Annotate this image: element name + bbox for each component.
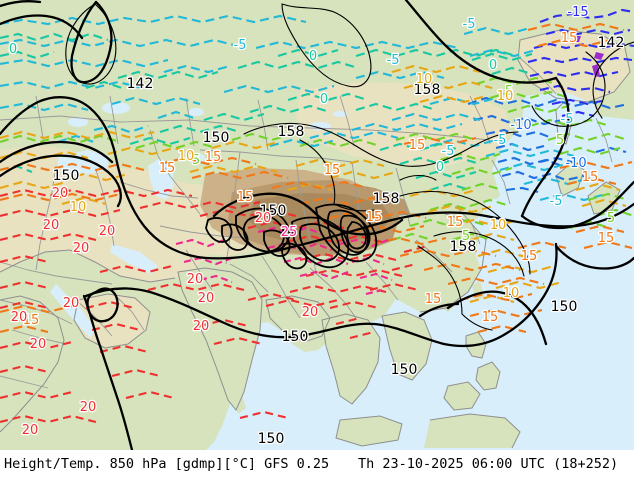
temp-label-20-c: 20 <box>11 310 28 325</box>
height-label-150-bengal: 150 <box>282 329 309 345</box>
temp-label-10-e: 10 <box>490 218 507 233</box>
temp-label-15-b: 15 <box>409 138 426 153</box>
temp-label-20-d: 20 <box>22 423 39 438</box>
height-contour-158-tibet <box>212 192 404 236</box>
temp-label-20-b: 20 <box>73 241 90 256</box>
height-label-158-east: 158 <box>450 239 477 255</box>
temp-label-20-e: 20 <box>198 291 215 306</box>
temp-label-20-h: 20 <box>99 224 116 239</box>
height-contour-150-turkey <box>0 154 122 208</box>
temp-label-10-b: 10 <box>416 72 433 87</box>
temp-label-15-h: 15 <box>582 170 599 185</box>
temp-label-20-k: 20 <box>80 400 97 415</box>
temp-contour--5 <box>0 14 607 202</box>
temp-label-10-f: 10 <box>70 200 87 215</box>
temp-label--15-a: -15 <box>567 5 588 20</box>
temp-label-5-d: 5 <box>607 211 615 226</box>
height-label-158-mongolia: 158 <box>278 124 305 140</box>
temp-label-15-e: 15 <box>521 249 538 264</box>
temp-label-0-d: 0 <box>436 160 444 175</box>
temp-label-15-n: 15 <box>324 163 341 178</box>
temp-contour-20 <box>0 188 429 424</box>
temp-label--5-e: -5 <box>442 144 455 159</box>
map-svg: 142 142 150 150 150 150 150 150 150 158 … <box>0 0 634 450</box>
height-contour-150-japan-n <box>404 0 558 84</box>
height-contour-layer <box>0 0 634 450</box>
temp-label-15-j: 15 <box>23 313 40 328</box>
temp-label-5-c: 5 <box>192 153 200 168</box>
temp-label-20-n: 20 <box>193 319 210 334</box>
temp-label-10-d: 10 <box>503 286 520 301</box>
height-label-150-indian-ocean: 150 <box>258 431 285 447</box>
temp-label-20-j: 20 <box>63 296 80 311</box>
temp-label-0-a: 0 <box>9 42 17 57</box>
temp-label--5-g: -5 <box>550 194 563 209</box>
height-contour-150-indochina <box>84 242 558 348</box>
temp-label-25-a: 25 <box>281 225 298 240</box>
temp-label-15-k: 15 <box>159 161 176 176</box>
footer-parameter-text: Height/Temp. 850 hPa [gdmp][°C] GFS 0.25 <box>4 456 330 472</box>
temp-label-20-f: 20 <box>302 305 319 320</box>
height-contour-150-scs <box>446 290 548 346</box>
temp-label-10-a: 10 <box>178 149 195 164</box>
height-label-158-ne: 158 <box>414 82 441 98</box>
temp-label-0-b: 0 <box>309 49 317 64</box>
temp-label--5-b: -5 <box>387 53 400 68</box>
temp-label-15-g: 15 <box>598 231 615 246</box>
temp-contour-5 <box>0 76 634 242</box>
temp-label-20-l: 20 <box>187 272 204 287</box>
temp-label--5-a: -5 <box>234 38 247 53</box>
height-contour-150-japan <box>520 76 570 218</box>
country-borders-layer <box>0 57 613 389</box>
coastline-layer <box>0 29 631 449</box>
temp-label--5-f: -5 <box>561 112 574 127</box>
temp-contour-15 <box>0 22 633 334</box>
temp-label-5-e: 5 <box>462 229 470 244</box>
temp-label-20-i: 20 <box>30 337 47 352</box>
temp-label-15-f: 15 <box>447 215 464 230</box>
height-contour-150-india <box>82 294 134 450</box>
temp-label-15-i: 15 <box>482 310 499 325</box>
height-contour-142-a <box>70 0 113 84</box>
height-contour-158-east <box>399 190 531 275</box>
height-label-150-scs: 150 <box>551 299 578 315</box>
temp-marker-violet <box>573 36 604 77</box>
temp-label-15-d: 15 <box>561 31 578 46</box>
temp-label-15-a: 15 <box>205 150 222 165</box>
height-contour-150-main <box>0 96 634 260</box>
temp-contour-0 <box>0 32 533 192</box>
temp-label-5-a: 5 <box>505 84 513 99</box>
temp-label--5-c: -5 <box>463 17 476 32</box>
temp-label-5-b: 5 <box>556 133 564 148</box>
temp-label-20-a: 20 <box>43 218 60 233</box>
temp-label-20-g: 20 <box>52 186 69 201</box>
height-label-150-siberia: 150 <box>203 130 230 146</box>
contour-labels-layer: 142 142 150 150 150 150 150 150 150 158 … <box>8 4 626 449</box>
temp-label-15-c: 15 <box>366 210 383 225</box>
height-contour-150-arabia <box>86 287 119 323</box>
height-contour-142-east <box>531 51 606 127</box>
height-label-150-turkey: 150 <box>53 168 80 184</box>
temp-label-10-c: 10 <box>497 89 514 104</box>
temp-label-0-c: 0 <box>320 92 328 107</box>
temp-label-20-m: 20 <box>255 211 272 226</box>
height-contour-158-mongolia <box>243 122 519 167</box>
map-canvas[interactable]: 142 142 150 150 150 150 150 150 150 158 … <box>0 0 634 450</box>
height-label-158-china: 158 <box>373 191 400 207</box>
height-label-142-central: 142 <box>127 76 154 92</box>
temp-label-15-m: 15 <box>237 190 254 205</box>
temp-label--10-b: -10 <box>565 156 586 171</box>
footer-bar: Height/Temp. 850 hPa [gdmp][°C] GFS 0.25… <box>0 450 634 490</box>
temp-label-15-l: 15 <box>425 292 442 307</box>
temp-label--10-a: -10 <box>510 118 531 133</box>
height-label-150-tibet: 150 <box>260 203 287 219</box>
footer-valid-time-text: Th 23-10-2025 06:00 UTC (18+252) <box>358 456 619 472</box>
height-label-142-east: 142 <box>598 35 625 51</box>
height-label-150-indochina: 150 <box>391 362 418 378</box>
temp-label--5-d: -5 <box>494 133 507 148</box>
temp-label-0-e: 0 <box>489 58 497 73</box>
